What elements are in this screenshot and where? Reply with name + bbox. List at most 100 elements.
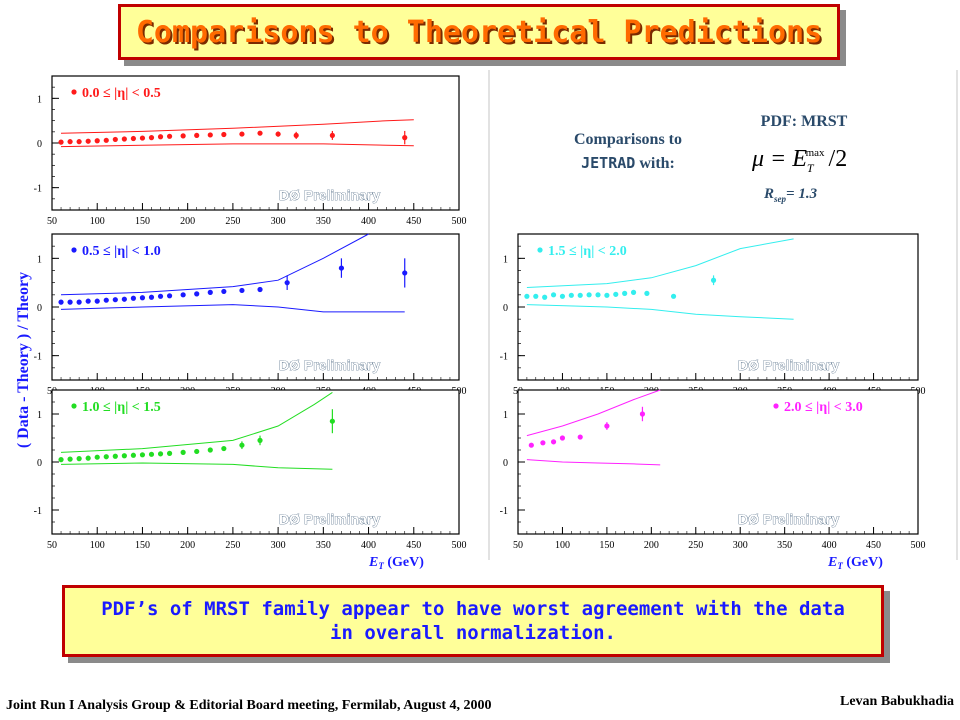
theory-band-lower xyxy=(60,143,414,148)
data-point xyxy=(194,291,200,297)
data-point xyxy=(58,457,64,463)
x-tick-label: 500 xyxy=(452,216,467,227)
x-tick-label: 250 xyxy=(225,540,240,551)
data-point xyxy=(239,442,245,448)
x-tick-label: 300 xyxy=(271,216,286,227)
summary-box: PDF’s of MRST family appear to have wors… xyxy=(62,585,884,657)
x-tick-label: 450 xyxy=(866,540,881,551)
data-point xyxy=(402,135,408,141)
data-point xyxy=(293,132,299,139)
data-point xyxy=(194,132,200,139)
data-point xyxy=(148,294,155,300)
data-point xyxy=(58,139,64,145)
footer-meeting: Joint Run I Analysis Group & Editorial B… xyxy=(6,698,492,713)
data-point xyxy=(130,452,136,458)
x-tick-label: 200 xyxy=(644,540,659,551)
x-tick-label: 350 xyxy=(316,216,331,227)
data-point xyxy=(148,135,155,141)
legend-marker xyxy=(71,403,77,409)
x-tick-label: 200 xyxy=(180,540,195,551)
x-tick-label: 400 xyxy=(822,540,837,551)
x-tick-label: 300 xyxy=(733,540,748,551)
data-point xyxy=(257,437,263,443)
data-point xyxy=(58,299,64,305)
x-tick-label: 350 xyxy=(777,540,792,551)
x-tick-label: 250 xyxy=(225,216,240,227)
data-point xyxy=(139,452,146,458)
eta-range-label: 0.5 ≤ |η| < 1.0 xyxy=(82,244,161,259)
x-tick-label: 250 xyxy=(688,540,703,551)
panel-frame xyxy=(51,75,460,211)
data-point xyxy=(112,297,118,303)
theory-band-lower xyxy=(526,459,661,466)
slide-title-box: Comparisons to Theoretical Predictions xyxy=(118,4,840,60)
data-point xyxy=(604,292,610,298)
y-tick-label: 1 xyxy=(37,254,42,265)
data-point xyxy=(550,292,557,298)
theory-band-lower xyxy=(60,304,405,313)
y-tick-label: 1 xyxy=(503,410,508,421)
data-point xyxy=(239,287,245,294)
y-tick-label: -1 xyxy=(34,184,42,195)
data-point xyxy=(239,131,245,137)
data-point xyxy=(622,290,628,296)
footer-author: Levan Babukhadia xyxy=(840,694,954,709)
slide-title: Comparisons to Theoretical Predictions xyxy=(135,14,823,50)
data-point xyxy=(157,451,164,457)
data-point xyxy=(67,299,73,305)
x-tick-label: 50 xyxy=(47,216,57,227)
y-tick-label: 0 xyxy=(37,303,42,314)
eta-range-label: 2.0 ≤ |η| < 3.0 xyxy=(784,400,863,415)
data-point xyxy=(257,286,263,293)
preliminary-watermark: DØ Preliminary xyxy=(279,357,380,373)
data-point xyxy=(613,291,619,297)
data-point xyxy=(577,292,583,298)
data-point xyxy=(148,451,155,457)
theory-band-upper xyxy=(60,233,369,296)
data-point xyxy=(329,418,335,424)
data-point xyxy=(329,132,335,139)
data-point xyxy=(121,453,127,459)
panel-frame xyxy=(51,389,460,535)
y-tick-label: -1 xyxy=(500,352,508,363)
x-tick-label: 350 xyxy=(316,540,331,551)
x-axis-label: ET (GeV) xyxy=(368,555,424,571)
data-point xyxy=(85,455,91,461)
theory-band-upper xyxy=(526,238,794,288)
y-tick-label: 1 xyxy=(37,410,42,421)
preliminary-watermark: DØ Preliminary xyxy=(279,187,380,203)
data-point xyxy=(670,293,677,299)
data-point xyxy=(338,265,345,271)
scale-formula: μ = ETmax/2 xyxy=(751,146,847,175)
data-point xyxy=(586,292,592,298)
data-point xyxy=(85,138,91,144)
data-point xyxy=(221,131,227,138)
panel-frame xyxy=(517,233,919,381)
y-tick-label: -1 xyxy=(34,352,42,363)
data-point xyxy=(221,445,227,452)
x-tick-label: 100 xyxy=(90,216,105,227)
x-tick-label: 150 xyxy=(599,540,614,551)
right-edge-line xyxy=(956,70,958,560)
data-point xyxy=(595,292,601,298)
preliminary-watermark: DØ Preliminary xyxy=(279,511,380,527)
legend-marker xyxy=(71,247,77,253)
y-tick-label: 1 xyxy=(503,254,508,265)
data-point xyxy=(76,456,82,462)
data-point xyxy=(528,442,534,448)
data-point xyxy=(121,296,127,302)
data-point xyxy=(639,411,646,417)
data-point xyxy=(85,298,91,304)
x-tick-label: 200 xyxy=(180,216,195,227)
data-point xyxy=(207,447,213,453)
y-tick-label: -1 xyxy=(500,506,508,517)
data-point xyxy=(402,270,408,276)
data-point xyxy=(139,295,146,301)
data-point xyxy=(577,434,583,440)
x-tick-label: 150 xyxy=(135,216,150,227)
data-point xyxy=(180,292,186,298)
data-point xyxy=(180,449,186,455)
x-tick-label: 400 xyxy=(361,216,376,227)
x-tick-label: 400 xyxy=(361,540,376,551)
data-point xyxy=(94,298,100,304)
